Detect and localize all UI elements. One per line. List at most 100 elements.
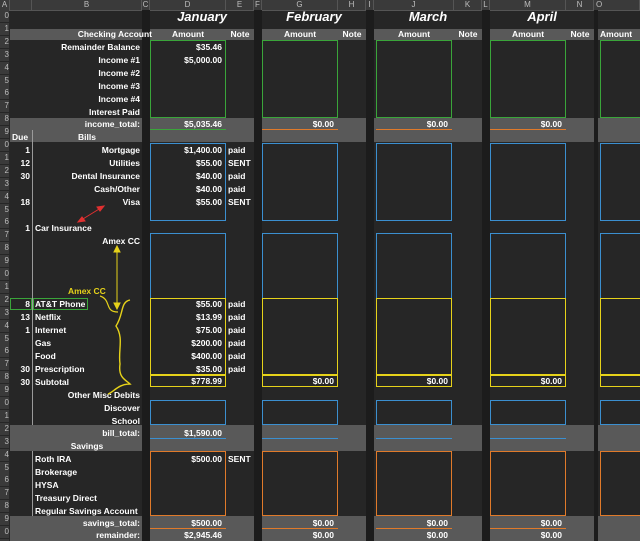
row-header[interactable]: 5 (0, 203, 9, 216)
bill-amount-dental[interactable]: $40.00 (196, 171, 222, 181)
row-header[interactable]: 7 (0, 100, 9, 113)
savings-regular-label[interactable]: Regular Savings Account (35, 506, 138, 516)
row-header[interactable]: 4 (0, 319, 9, 332)
income-label-3[interactable]: Income #3 (98, 81, 140, 91)
column-header-J[interactable]: J (374, 0, 454, 10)
bill-name-cash[interactable]: Cash/Other (94, 184, 140, 194)
bill-due-visa[interactable]: 18 (20, 197, 30, 207)
discover-label[interactable]: Discover (104, 403, 140, 413)
bill-amount-prescription[interactable]: $35.00 (196, 364, 222, 374)
row-header[interactable]: 9 (0, 126, 9, 139)
row-header[interactable]: 6 (0, 216, 9, 229)
remainder-jan[interactable]: $2,945.46 (184, 530, 222, 540)
bill-due-att[interactable]: 8 (25, 299, 30, 309)
bill-amount-mortgage[interactable]: $1,400.00 (184, 145, 222, 155)
column-header-C[interactable]: C (142, 0, 150, 10)
row-header[interactable]: 9 (0, 255, 9, 268)
income-label-1[interactable]: Income #1 (98, 55, 140, 65)
savings-roth-label[interactable]: Roth IRA (35, 454, 72, 464)
row-header[interactable]: 4 (0, 61, 9, 74)
savings-total-mar[interactable]: $0.00 (426, 518, 448, 528)
row-header[interactable]: 1 (0, 538, 9, 541)
subtotal-due[interactable]: 30 (20, 377, 30, 387)
bill-name-gas[interactable]: Gas (35, 338, 52, 348)
row-header[interactable]: 6 (0, 474, 9, 487)
row-header[interactable]: 4 (0, 448, 9, 461)
row-header[interactable]: 4 (0, 190, 9, 203)
column-header-G[interactable]: G (262, 0, 338, 10)
bill-amount-netflix[interactable]: $13.99 (196, 312, 222, 322)
savings-roth-note[interactable]: SENT (228, 454, 251, 464)
bill-note-visa[interactable]: SENT (228, 197, 251, 207)
row-header[interactable]: 8 (0, 113, 9, 126)
bill-name-dental[interactable]: Dental Insurance (71, 171, 141, 181)
selected-cell-name[interactable] (33, 298, 88, 310)
row-header[interactable]: 2 (0, 293, 9, 306)
savings-total-jan[interactable]: $500.00 (191, 518, 222, 528)
row-header[interactable]: 2 (0, 35, 9, 48)
row-header[interactable]: 3 (0, 306, 9, 319)
row-header[interactable]: 7 (0, 229, 9, 242)
bill-note-internet[interactable]: paid (228, 325, 246, 335)
bill-name-utilities[interactable]: Utilities (109, 158, 140, 168)
bill-note-dental[interactable]: paid (228, 171, 246, 181)
row-header[interactable]: 7 (0, 487, 9, 500)
bill-note-netflix[interactable]: paid (228, 312, 246, 322)
bill-amount-visa[interactable]: $55.00 (196, 197, 222, 207)
row-header[interactable]: 6 (0, 345, 9, 358)
bill-note-gas[interactable]: paid (228, 338, 246, 348)
row-header[interactable]: 9 (0, 513, 9, 526)
savings-treasury-label[interactable]: Treasury Direct (35, 493, 97, 503)
bill-note-att[interactable]: paid (228, 299, 246, 309)
income-label-2[interactable]: Income #2 (98, 68, 140, 78)
row-header[interactable]: 0 (0, 10, 9, 22)
bill-name-internet[interactable]: Internet (35, 325, 67, 335)
bill-amount-utilities[interactable]: $55.00 (196, 158, 222, 168)
bill-due-mortgage[interactable]: 1 (25, 145, 30, 155)
bill-amount-cash[interactable]: $40.00 (196, 184, 222, 194)
row-header[interactable]: 3 (0, 435, 9, 448)
column-header-D[interactable]: D (150, 0, 226, 10)
row-header[interactable]: 1 (0, 409, 9, 422)
bill-name-car-insurance[interactable]: Car Insurance (35, 223, 92, 233)
savings-brokerage-label[interactable]: Brokerage (35, 467, 78, 477)
savings-roth-amount[interactable]: $500.00 (191, 454, 222, 464)
row-header[interactable]: 8 (0, 242, 9, 255)
column-header-A2[interactable] (10, 0, 32, 10)
row-header[interactable]: 0 (0, 526, 9, 538)
bill-name-netflix[interactable]: Netflix (35, 312, 61, 322)
column-header-K[interactable]: K (454, 0, 482, 10)
selected-cell-due[interactable] (10, 298, 32, 310)
bill-total-jan[interactable]: $1,590.00 (184, 428, 222, 438)
bill-due-utilities[interactable]: 12 (20, 158, 30, 168)
row-header[interactable]: 5 (0, 461, 9, 474)
column-header-B[interactable]: B (32, 0, 142, 10)
bill-note-prescription[interactable]: paid (228, 364, 246, 374)
savings-total-apr[interactable]: $0.00 (540, 518, 562, 528)
subtotal-apr[interactable]: $0.00 (540, 376, 562, 386)
bill-name-visa[interactable]: Visa (122, 197, 140, 207)
bill-due-internet[interactable]: 1 (25, 325, 30, 335)
bill-name-mortgage[interactable]: Mortgage (101, 145, 140, 155)
bill-amount-food[interactable]: $400.00 (191, 351, 222, 361)
row-header[interactable]: 0 (0, 397, 9, 409)
school-label[interactable]: School (111, 416, 140, 426)
column-header-H[interactable]: H (338, 0, 366, 10)
row-header[interactable]: 5 (0, 74, 9, 87)
row-header[interactable]: 1 (0, 22, 9, 35)
row-header[interactable]: 0 (0, 139, 9, 151)
row-header[interactable]: 7 (0, 358, 9, 371)
bill-name-att[interactable]: AT&T Phone (35, 299, 86, 309)
income-total-jan[interactable]: $5,035.46 (184, 119, 222, 129)
savings-total-feb[interactable]: $0.00 (312, 518, 334, 528)
bill-amount-gas[interactable]: $200.00 (191, 338, 222, 348)
column-header-M[interactable]: M (490, 0, 566, 10)
row-header[interactable]: 8 (0, 371, 9, 384)
bill-name-food[interactable]: Food (35, 351, 56, 361)
row-header[interactable]: 3 (0, 48, 9, 61)
row-header[interactable]: 6 (0, 87, 9, 100)
row-header[interactable]: 2 (0, 422, 9, 435)
row-header[interactable]: 1 (0, 280, 9, 293)
remainder-feb[interactable]: $0.00 (312, 530, 334, 540)
bill-name-prescription[interactable]: Prescription (35, 364, 85, 374)
